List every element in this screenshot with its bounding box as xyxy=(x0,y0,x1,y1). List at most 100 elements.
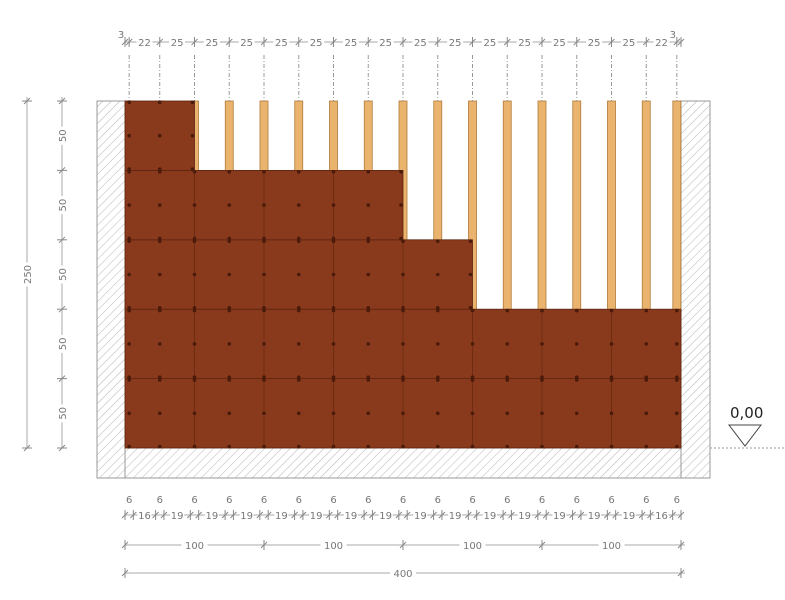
screw-dot xyxy=(401,342,405,346)
screw-dot xyxy=(574,308,579,313)
label-bg xyxy=(481,36,498,48)
screw-dot xyxy=(192,203,197,207)
label-bg xyxy=(170,509,185,521)
screw-dot xyxy=(505,411,510,416)
batten-dim-label: 6 xyxy=(643,495,649,506)
batten-dim-label: 6 xyxy=(504,495,510,506)
label-bg xyxy=(413,509,428,521)
screw-dot xyxy=(675,375,679,380)
screw-dot xyxy=(192,411,197,416)
screw-dot xyxy=(192,306,197,310)
label-bg xyxy=(21,262,33,287)
label-bg xyxy=(377,36,394,48)
screw-dot xyxy=(401,239,405,243)
screw-dot xyxy=(644,375,649,380)
row-dim-label: 50 xyxy=(58,268,69,281)
top-dim-label: 25 xyxy=(275,38,288,49)
screw-dot xyxy=(157,167,162,171)
screw-dot xyxy=(675,308,679,313)
screw-dot xyxy=(227,306,232,310)
screw-dot xyxy=(609,375,614,380)
screw-dot xyxy=(190,133,195,138)
batten-dim-label: 6 xyxy=(157,495,163,506)
screw-dot xyxy=(262,239,266,243)
screw-dot xyxy=(192,272,197,277)
gap-dim-label: 16 xyxy=(655,511,668,522)
batten-dim-label: 6 xyxy=(608,495,614,506)
screw-dot xyxy=(505,342,510,346)
label-bg xyxy=(136,36,153,48)
screw-dot xyxy=(157,236,162,241)
row-dim-label: 50 xyxy=(58,199,69,212)
screw-dot xyxy=(127,100,131,105)
label-bg xyxy=(137,509,152,521)
top-dim-label: 25 xyxy=(206,38,219,49)
screw-dot xyxy=(227,272,232,277)
screw-dot xyxy=(331,378,336,382)
screw-dot xyxy=(190,100,195,105)
level-triangle-icon xyxy=(727,424,763,447)
screw-dot xyxy=(227,375,232,380)
screw-dot xyxy=(192,236,197,241)
screw-dot xyxy=(157,203,162,207)
screw-dot xyxy=(296,236,301,241)
top-dim-label: 25 xyxy=(449,38,462,49)
label-bg xyxy=(239,509,254,521)
screw-dot xyxy=(470,444,475,449)
batten-dim-label: 6 xyxy=(296,495,302,506)
floor-slab xyxy=(124,447,682,479)
screw-dot xyxy=(157,133,162,138)
label-bg xyxy=(309,509,324,521)
screw-dot xyxy=(401,375,405,380)
screw-dot xyxy=(192,342,197,346)
screw-dot xyxy=(435,444,440,449)
screw-dot xyxy=(401,272,405,277)
screw-dot xyxy=(192,375,197,380)
screw-dot xyxy=(435,378,440,382)
screw-dot xyxy=(609,411,614,416)
screw-dot xyxy=(331,272,336,277)
screw-dot xyxy=(366,342,371,346)
row-dim-label: 50 xyxy=(58,129,69,142)
screw-dot xyxy=(127,133,131,138)
screw-dot xyxy=(127,272,131,277)
screw-dot xyxy=(574,411,579,416)
gap-dim-label: 19 xyxy=(414,511,427,522)
screw-dot xyxy=(331,444,336,449)
screw-dot xyxy=(609,444,614,449)
mid-dim-label: 100 xyxy=(324,541,343,552)
gap-dim-label: 19 xyxy=(518,511,531,522)
screw-dot xyxy=(296,306,301,310)
screw-dot xyxy=(262,444,266,449)
gap-dim-label: 19 xyxy=(553,511,566,522)
screw-dot xyxy=(227,411,232,416)
screw-dot xyxy=(157,444,162,449)
screw-dot xyxy=(366,272,371,277)
top-dim-label: 25 xyxy=(623,38,636,49)
batten-dim-label: 6 xyxy=(226,495,232,506)
right-wall xyxy=(680,100,711,479)
screw-dot xyxy=(470,375,475,380)
top-dim-label: 25 xyxy=(171,38,184,49)
top-dim-label: 22 xyxy=(138,38,151,49)
label-bg xyxy=(620,36,637,48)
label-bg xyxy=(551,36,568,48)
screw-dot xyxy=(435,342,440,346)
screw-dot xyxy=(468,272,473,277)
screw-dot xyxy=(331,239,336,243)
screw-dot xyxy=(262,169,266,174)
gap-dim-label: 19 xyxy=(171,511,184,522)
screw-dot xyxy=(157,272,162,277)
screw-dot xyxy=(331,342,336,346)
top-dim-label: 3 xyxy=(670,30,676,41)
screw-dot xyxy=(192,444,197,449)
label-bg xyxy=(482,509,497,521)
screw-dot xyxy=(540,411,544,416)
gap-dim-label: 19 xyxy=(449,511,462,522)
screw-dot xyxy=(127,378,131,382)
screw-dot xyxy=(296,444,301,449)
screw-dot xyxy=(192,378,197,382)
screw-dot xyxy=(331,236,336,241)
screw-dot xyxy=(262,272,266,277)
batten-dim-label: 6 xyxy=(365,495,371,506)
